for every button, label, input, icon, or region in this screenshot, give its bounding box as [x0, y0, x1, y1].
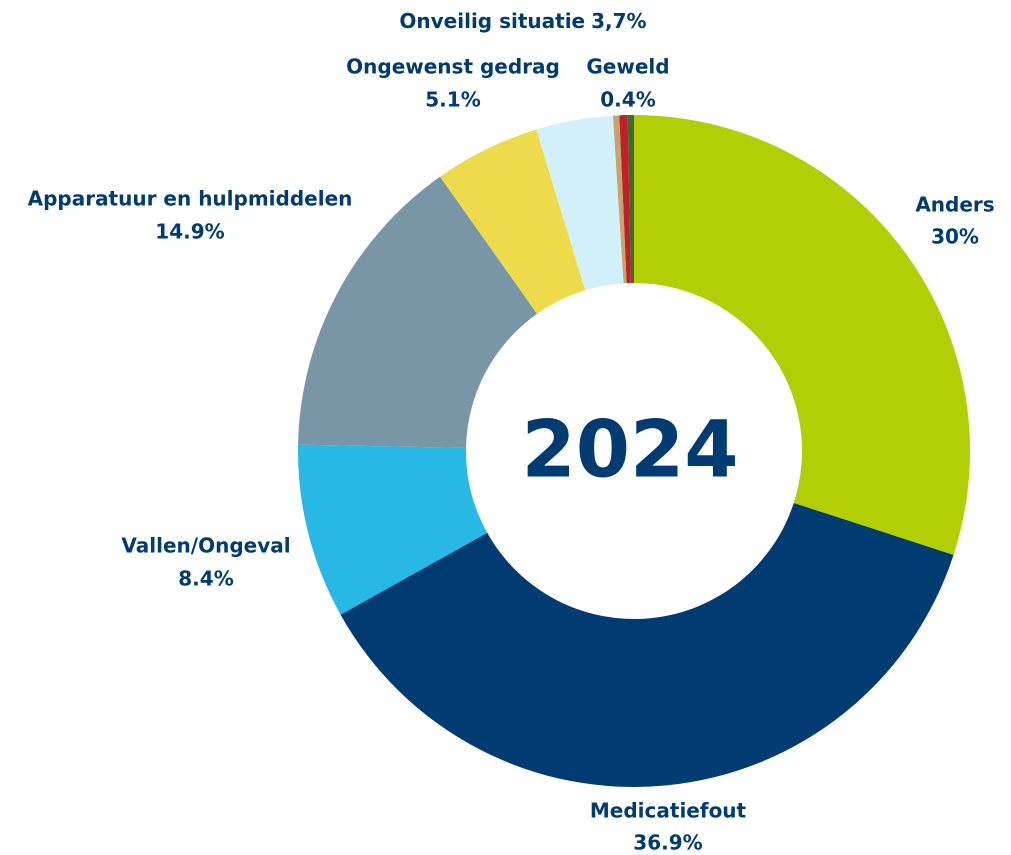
- category-label: Vallen/Ongeval: [121, 534, 290, 558]
- value-label: 14.9%: [155, 220, 224, 244]
- labels: Anders 30% Medicatiefout 36.9% Vallen/Ongeva…: [28, 9, 995, 855]
- category-label: Anders: [915, 193, 994, 217]
- value-label: 0.4%: [600, 88, 655, 112]
- category-label: Ongewenst gedrag: [346, 55, 560, 79]
- slice: [536, 115, 624, 291]
- slice: [298, 176, 537, 448]
- slice: [612, 115, 627, 284]
- slice-label: Onveilig situatie 3,7%: [399, 9, 646, 33]
- slice: [298, 444, 488, 615]
- value-label: 8.4%: [178, 567, 233, 591]
- category-label: Geweld: [586, 55, 669, 79]
- value-label: 30%: [931, 225, 979, 249]
- category-label: Onveilig situatie: [399, 9, 585, 33]
- category-label: Medicatiefout: [590, 799, 747, 823]
- value-label: 5.1%: [425, 88, 480, 112]
- value-label: 36.9%: [633, 831, 702, 855]
- slice: [619, 115, 631, 284]
- slice: [627, 115, 634, 284]
- slice: [439, 129, 586, 314]
- category-label: Apparatuur en hulpmiddelen: [28, 187, 353, 211]
- center-label: 2024: [521, 405, 738, 495]
- value-label: 3,7%: [591, 9, 646, 33]
- slice: [340, 502, 954, 788]
- slice: [634, 115, 971, 555]
